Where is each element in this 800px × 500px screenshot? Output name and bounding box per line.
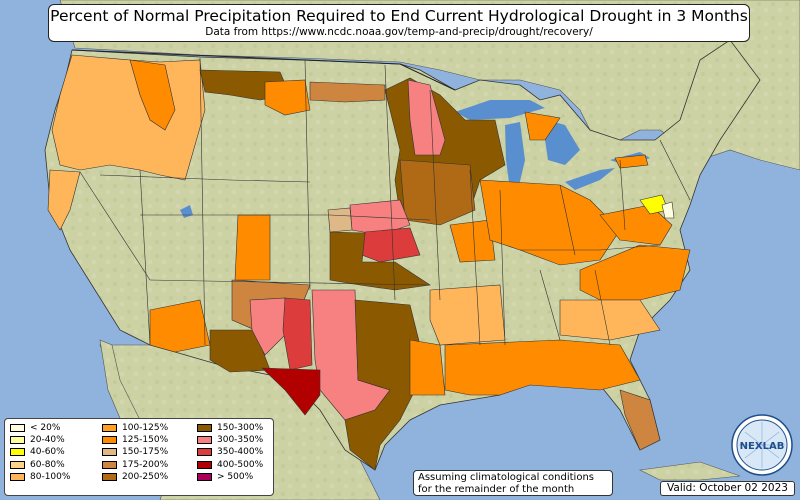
legend-item: 150-175% — [102, 446, 168, 458]
drought-region-nm-red — [282, 297, 313, 371]
drought-region-nm-pink — [249, 297, 291, 356]
drought-region-ny-orange — [614, 154, 649, 169]
legend-label: 100-125% — [122, 423, 169, 434]
legend-label: 150-300% — [217, 423, 264, 434]
legend-item: 80-100% — [10, 471, 70, 483]
drought-region-az-orange — [149, 299, 211, 353]
legend-swatch — [102, 460, 117, 469]
legend-label: 200-250% — [122, 471, 169, 482]
legend-swatch — [102, 424, 117, 433]
legend-item: 40-60% — [10, 446, 70, 458]
legend: < 20% 20-40% 40-60% 60-80% 80-100% 100-125% 1… — [4, 418, 274, 496]
drought-region-minnesota-pink — [407, 79, 446, 156]
legend-label: 400-500% — [217, 459, 264, 470]
legend-label: 350-400% — [217, 447, 264, 458]
drought-region-pacific-nw — [51, 54, 206, 181]
note-line-1: Assuming climatological conditions — [418, 472, 594, 483]
legend-item: 400-500% — [197, 459, 263, 471]
drought-region-maryland-light — [661, 201, 675, 219]
drought-region-louisiana — [409, 339, 446, 396]
legend-label: 300-350% — [217, 435, 264, 446]
legend-item: 60-80% — [10, 459, 70, 471]
drought-region-idaho-mt — [129, 59, 176, 131]
legend-label: > 500% — [217, 471, 254, 482]
drought-region-nm-brown — [209, 329, 271, 373]
nexlab-logo: NEXLAB — [731, 414, 793, 476]
title-box: Percent of Normal Precipitation Required… — [48, 4, 750, 42]
drought-region-texas-darkred — [261, 367, 321, 416]
legend-label: 80-100% — [30, 471, 71, 482]
legend-item: 175-200% — [102, 459, 168, 471]
map-subtitle: Data from https://www.ncdc.noaa.gov/temp… — [205, 26, 593, 38]
legend-swatch — [197, 436, 212, 445]
drought-region-missouri-orange — [449, 219, 496, 263]
legend-item: 300-350% — [197, 434, 263, 446]
map-title: Percent of Normal Precipitation Required… — [50, 7, 748, 25]
legend-column: 100-125% 125-150% 150-175% 175-200% 200-250% — [102, 422, 168, 483]
legend-item: < 20% — [10, 422, 70, 434]
cuba-land — [638, 461, 741, 481]
legend-item: 125-150% — [102, 434, 168, 446]
legend-label: < 20% — [30, 423, 61, 434]
drought-region-ohio-valley — [479, 179, 621, 266]
drought-region-dakota — [309, 81, 386, 103]
legend-label: 150-175% — [122, 447, 169, 458]
drought-region-michigan-orange — [524, 111, 561, 141]
legend-swatch — [10, 460, 25, 469]
legend-label: 40-60% — [30, 447, 65, 458]
lake-superior — [455, 100, 545, 120]
note-line-2: for the remainder of the month — [418, 483, 575, 495]
legend-column: < 20% 20-40% 40-60% 60-80% 80-100% — [10, 422, 70, 483]
logo-text: NEXLAB — [740, 441, 785, 452]
drought-region-california — [47, 169, 81, 231]
us-canada-border — [71, 49, 456, 91]
drought-region-southeast-orange — [444, 339, 641, 396]
legend-column: 150-300% 300-350% 350-400% 400-500% > 500% — [197, 422, 263, 483]
valid-date-label: Valid: October 02 2023 — [660, 481, 795, 496]
legend-item: 350-400% — [197, 446, 263, 458]
legend-swatch — [10, 448, 25, 457]
drought-region-florida — [619, 389, 661, 451]
assumption-note: Assuming climatological conditions for t… — [413, 470, 613, 496]
legend-swatch — [197, 448, 212, 457]
legend-swatch — [10, 472, 25, 481]
legend-swatch — [102, 472, 117, 481]
legend-item: 20-40% — [10, 434, 70, 446]
legend-item: 100-125% — [102, 422, 168, 434]
lake-erie — [565, 168, 615, 190]
legend-swatch — [102, 448, 117, 457]
drought-region-oklahoma-peach — [327, 207, 353, 233]
state-boundaries — [79, 57, 691, 346]
drought-region-virginia — [599, 204, 673, 246]
legend-swatch — [197, 460, 212, 469]
legend-swatch — [10, 436, 25, 445]
legend-swatch — [10, 424, 25, 433]
drought-region-colorado — [234, 214, 271, 281]
legend-swatch — [102, 436, 117, 445]
drought-region-georgia-light — [559, 299, 661, 341]
legend-swatch — [197, 472, 212, 481]
legend-item: 200-250% — [102, 471, 168, 483]
legend-label: 60-80% — [30, 459, 65, 470]
legend-item: 150-300% — [197, 422, 263, 434]
legend-label: 175-200% — [122, 459, 169, 470]
legend-item: > 500% — [197, 471, 263, 483]
legend-label: 125-150% — [122, 435, 169, 446]
legend-label: 20-40% — [30, 435, 65, 446]
drought-region-montana-orange — [264, 79, 311, 116]
lake-michigan — [505, 122, 525, 190]
legend-swatch — [197, 424, 212, 433]
drought-region-mississippi-valley — [429, 284, 506, 346]
